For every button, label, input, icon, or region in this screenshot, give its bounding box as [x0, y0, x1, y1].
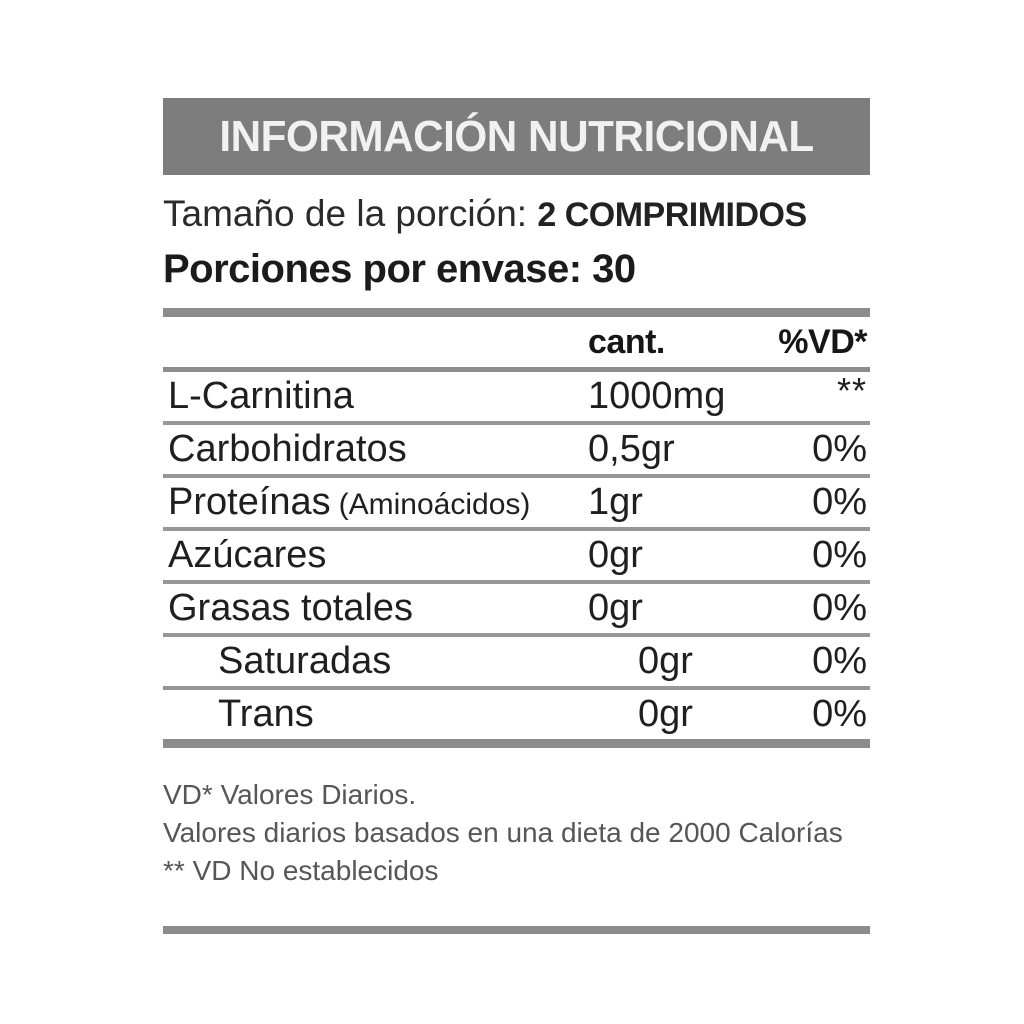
table-row-l-carnitina: L-Carnitina 1000mg **	[163, 372, 870, 421]
divider-bottom-edge	[163, 926, 870, 934]
row-divider	[163, 527, 870, 531]
nutrition-label: INFORMACIÓN NUTRICIONAL Tamaño de la por…	[163, 98, 870, 934]
footnote-vd: VD* Valores Diarios.	[163, 779, 417, 810]
title-bar: INFORMACIÓN NUTRICIONAL	[163, 98, 870, 175]
table-row-azucares: Azúcares 0gr 0%	[163, 531, 870, 580]
row-name: Carbohidratos	[168, 428, 407, 470]
serving-size-value: 2 COMPRIMIDOS	[537, 196, 807, 234]
footnotes: VD* Valores Diarios. Valores diarios bas…	[163, 776, 870, 890]
row-dv: 0%	[812, 481, 867, 523]
row-divider	[163, 633, 870, 637]
divider-header	[163, 367, 870, 372]
serving-size-line: Tamaño de la porción: 2 COMPRIMIDOS	[163, 191, 870, 238]
row-note: (Aminoácidos)	[338, 488, 531, 521]
divider-thick-top	[163, 308, 870, 317]
row-amount: 1000mg	[588, 375, 726, 417]
table-row-trans: Trans 0gr 0%	[163, 690, 870, 739]
divider-thick-bottom	[163, 739, 870, 748]
table-row-proteinas: Proteínas (Aminoácidos) 1gr 0%	[163, 478, 870, 527]
row-amount: 0gr	[638, 693, 693, 735]
row-amount: 0gr	[588, 587, 643, 629]
header-amount: cant.	[588, 322, 665, 361]
row-dv: 0%	[812, 640, 867, 682]
row-dv: 0%	[812, 428, 867, 470]
row-amount: 0gr	[638, 640, 693, 682]
servings-value: 30	[592, 247, 636, 291]
header-dv: %VD*	[778, 322, 867, 361]
row-dv: 0%	[812, 534, 867, 576]
row-divider	[163, 474, 870, 478]
footnote-not-established: ** VD No establecidos	[163, 855, 439, 886]
table-header-row: cant. %VD*	[163, 317, 870, 367]
row-amount: 0gr	[588, 534, 643, 576]
table-row-saturadas: Saturadas 0gr 0%	[163, 637, 870, 686]
row-divider	[163, 686, 870, 690]
row-name: L-Carnitina	[168, 375, 354, 417]
row-name: Grasas totales	[168, 587, 413, 629]
row-divider	[163, 421, 870, 425]
servings-label: Porciones por envase:	[163, 247, 582, 291]
table-row-grasas-totales: Grasas totales 0gr 0%	[163, 584, 870, 633]
row-name: Azúcares	[168, 534, 327, 576]
servings-per-container-line: Porciones por envase: 30	[163, 244, 870, 294]
row-divider	[163, 580, 870, 584]
row-dv: 0%	[812, 693, 867, 735]
row-amount: 0,5gr	[588, 428, 675, 470]
row-dv: **	[836, 370, 867, 411]
serving-size-label: Tamaño de la porción:	[163, 193, 528, 234]
footnote-diet: Valores diarios basados en una dieta de …	[163, 817, 843, 848]
row-name: Proteínas	[168, 481, 331, 523]
row-amount: 1gr	[588, 481, 643, 523]
row-name: Trans	[218, 693, 314, 735]
row-dv: 0%	[812, 587, 867, 629]
table-row-carbohidratos: Carbohidratos 0,5gr 0%	[163, 425, 870, 474]
label-title: INFORMACIÓN NUTRICIONAL	[219, 111, 814, 161]
row-name: Saturadas	[218, 640, 392, 682]
